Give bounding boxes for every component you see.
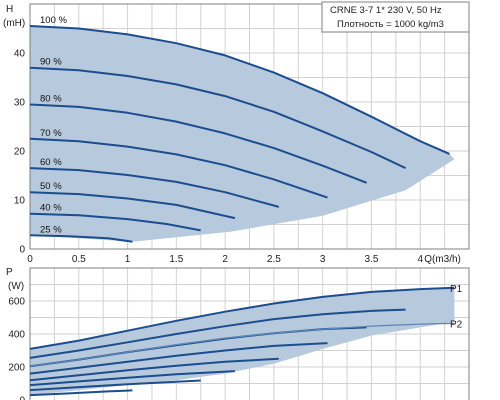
info-line-model: CRNE 3-7 1* 230 V, 50 Hz bbox=[330, 5, 442, 16]
flow-x-axis-unit: Q(m3/h) bbox=[424, 254, 461, 265]
speed-label: 25 % bbox=[40, 224, 62, 235]
head-y-tick-label: 40 bbox=[14, 49, 26, 60]
head-curve-40-percent bbox=[29, 212, 201, 232]
power-y-tick-label: 400 bbox=[8, 330, 25, 341]
power-curve bbox=[29, 342, 328, 375]
power-y-tick-label: 200 bbox=[8, 363, 25, 374]
flow-x-tick-label: 2 bbox=[222, 254, 228, 265]
head-curve-90-percent bbox=[29, 66, 407, 170]
power-y-axis-unit: (W) bbox=[8, 281, 24, 292]
speed-label: 60 % bbox=[40, 157, 62, 168]
power-curve bbox=[29, 370, 235, 387]
head-curve-50-percent bbox=[29, 191, 236, 220]
flow-x-tick-label: 1.5 bbox=[169, 254, 183, 265]
power-chart-panel: P1 P2 0 200 400 600 P (W) bbox=[6, 267, 470, 400]
head-curve-70-percent bbox=[29, 137, 328, 199]
head-operating-area bbox=[30, 26, 455, 242]
speed-label: 80 % bbox=[40, 93, 62, 104]
power-plot-frame bbox=[29, 267, 470, 400]
power-y-tick-label: 0 bbox=[19, 396, 25, 400]
head-y-tick-label: 20 bbox=[14, 147, 26, 158]
p2-series-label: P2 bbox=[450, 319, 463, 330]
head-y-tick-label: 30 bbox=[14, 98, 26, 109]
power-operating-area bbox=[30, 287, 455, 396]
head-y-axis-label: H bbox=[6, 4, 13, 15]
head-plot-frame bbox=[29, 3, 470, 250]
flow-x-tick-label: 0 bbox=[27, 254, 33, 265]
p1-series-label: P1 bbox=[450, 284, 463, 295]
head-chart-panel: 100 %90 %80 %70 %60 %50 %40 %25 %0102030… bbox=[3, 3, 470, 265]
power-y-tick-label: 600 bbox=[8, 297, 25, 308]
power-curve bbox=[29, 379, 201, 392]
power-curve bbox=[29, 389, 133, 397]
info-box-frame bbox=[321, 1, 470, 33]
flow-x-tick-label: 3.5 bbox=[364, 254, 378, 265]
power-y-axis-label: P bbox=[6, 267, 13, 278]
power-curve bbox=[29, 308, 406, 359]
head-y-tick-label: 0 bbox=[19, 245, 25, 256]
speed-label: 100 % bbox=[40, 15, 67, 26]
power-curve bbox=[29, 357, 279, 382]
speed-label: 40 % bbox=[40, 203, 62, 214]
flow-x-tick-label: 1 bbox=[125, 254, 131, 265]
flow-x-tick-label: 4 bbox=[417, 254, 423, 265]
head-curve-25-percent bbox=[29, 234, 133, 243]
flow-x-tick-label: 3 bbox=[320, 254, 326, 265]
flow-x-tick-label: 2.5 bbox=[267, 254, 281, 265]
power-curve-p1 bbox=[29, 286, 455, 350]
speed-label: 50 % bbox=[40, 181, 62, 192]
head-curve-100-percent bbox=[29, 25, 450, 155]
head-y-axis-unit: (mH) bbox=[3, 18, 25, 29]
head-y-tick-label: 10 bbox=[14, 196, 26, 207]
speed-label: 70 % bbox=[40, 128, 62, 139]
flow-x-tick-label: 0.5 bbox=[72, 254, 86, 265]
pump-info-box: CRNE 3-7 1* 230 V, 50 Hz Плотность = 100… bbox=[321, 1, 470, 33]
info-line-density: Плотность = 1000 kg/m3 bbox=[337, 19, 444, 30]
speed-label: 90 % bbox=[40, 57, 62, 68]
head-curve-80-percent bbox=[29, 103, 367, 184]
head-curve-60-percent bbox=[29, 167, 280, 208]
power-curve-p2 bbox=[29, 322, 455, 367]
